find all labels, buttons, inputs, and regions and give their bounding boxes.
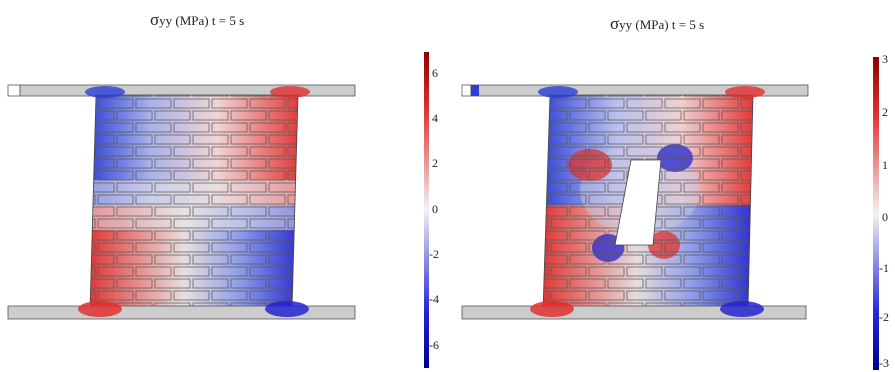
colorbar-tick: -2: [879, 310, 889, 324]
colorbar-tick: 1: [882, 158, 888, 172]
colorbar: [873, 57, 879, 370]
title-text: yy (MPa) t = 5 s: [619, 17, 705, 32]
beam-end: [7, 84, 21, 97]
colorbar-tick: 6: [432, 66, 438, 80]
colorbar-tick: -6: [429, 338, 439, 352]
title-text: yy (MPa) t = 5 s: [159, 13, 245, 28]
colorbar-tick: -3: [879, 356, 889, 370]
colorbar-tick: 2: [432, 156, 438, 170]
sigma-symbol: σ: [610, 14, 620, 33]
stress-plot-wall-with-opening: σyy (MPa) t = 5 s: [450, 0, 895, 372]
wall-opening: [614, 159, 662, 246]
colorbar-tick: 2: [882, 105, 888, 119]
sigma-symbol: σ: [150, 10, 160, 29]
colorbar-tick: 0: [882, 210, 888, 224]
colorbar-tick: 0: [432, 202, 438, 216]
colorbar-tick: 3: [882, 52, 888, 66]
plot-title: σyy (MPa) t = 5 s: [610, 14, 704, 34]
colorbar-tick: -2: [429, 247, 439, 261]
wall-render: [461, 57, 879, 370]
colorbar: [424, 52, 429, 368]
wall-render: [7, 52, 429, 368]
stress-plot-solid-wall: σyy (MPa) t = 5 s: [7, 10, 439, 368]
colorbar-tick: 4: [432, 111, 438, 125]
plot-title: σyy (MPa) t = 5 s: [150, 10, 244, 30]
colorbar-tick: -4: [429, 292, 439, 306]
colorbar-tick: -1: [879, 261, 889, 275]
